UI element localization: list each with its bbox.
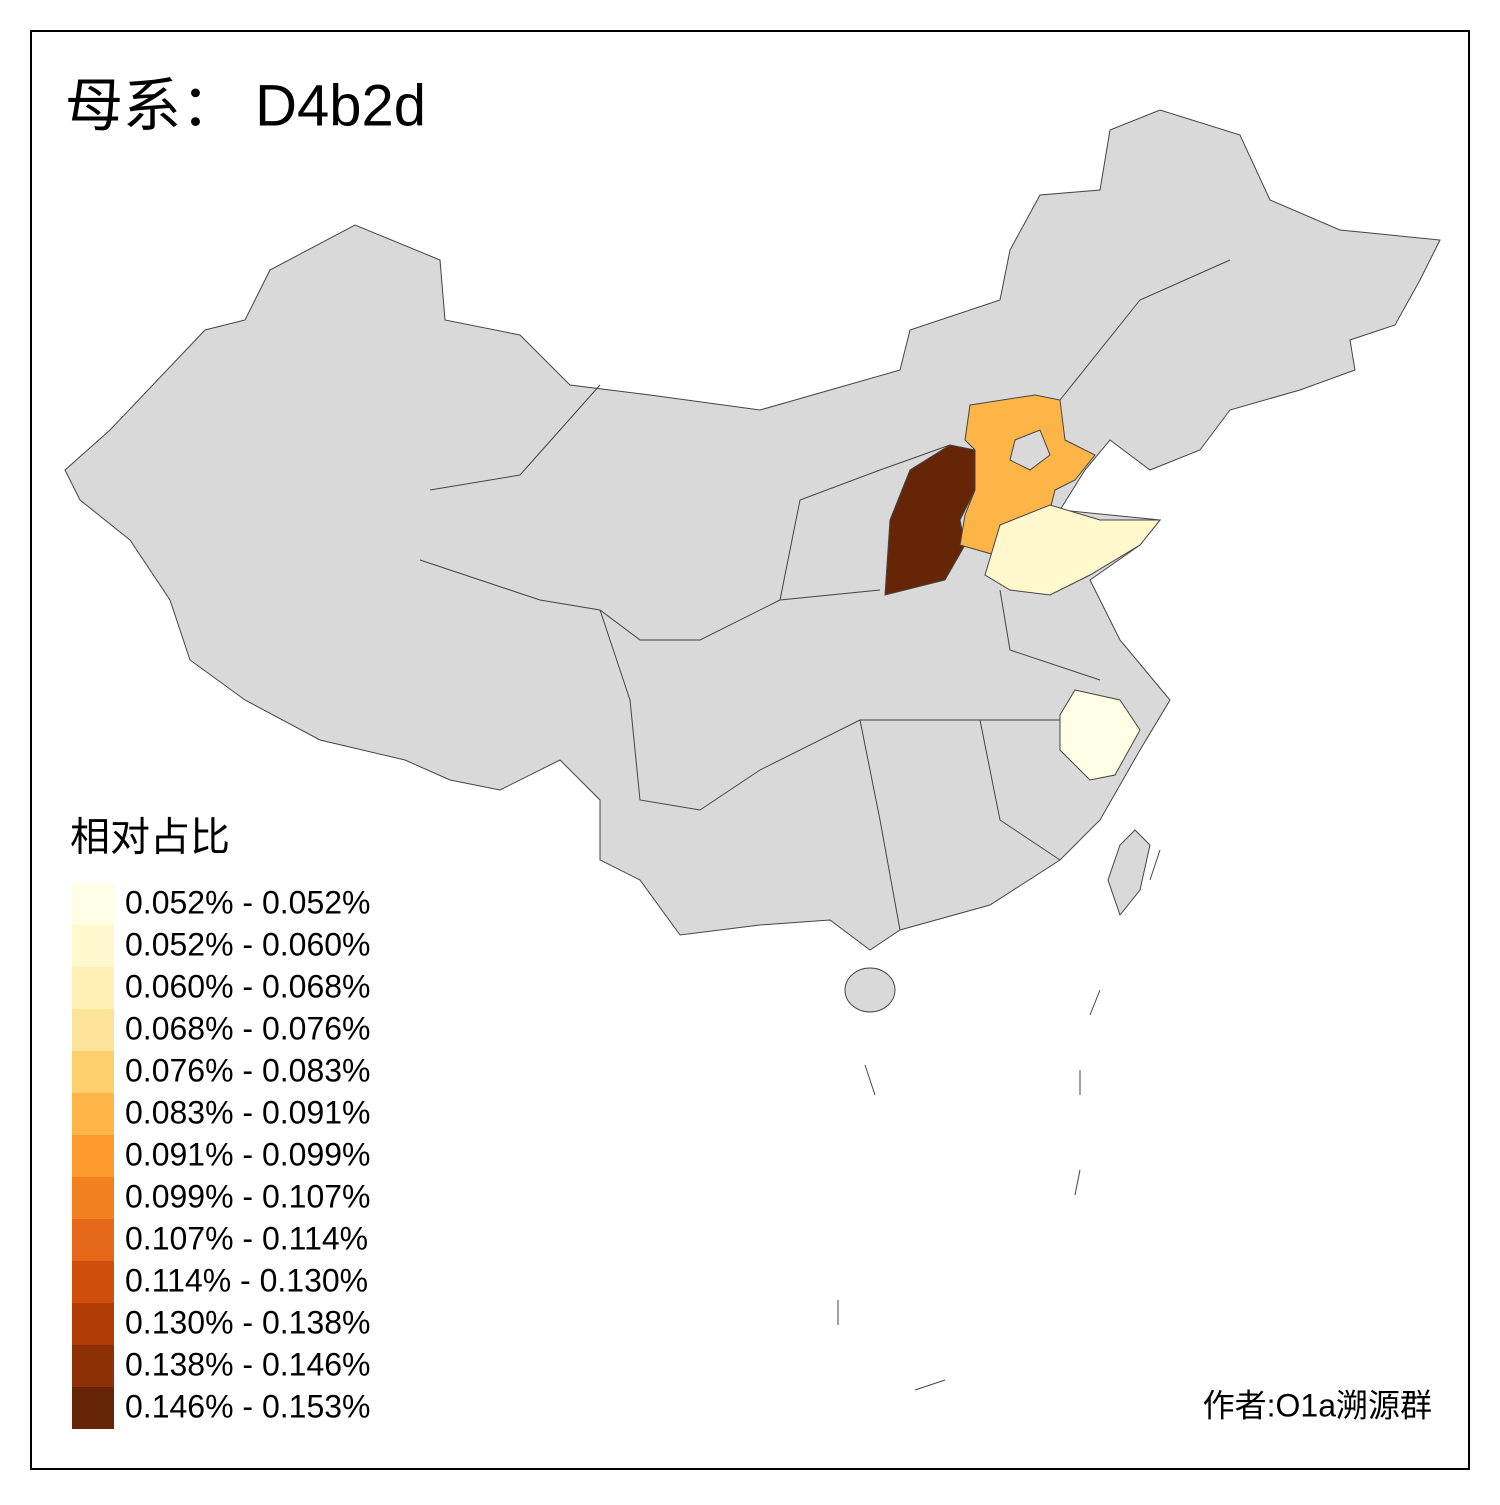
legend-label: 0.099% - 0.107% — [125, 1178, 371, 1214]
province-border — [1059, 259, 1231, 401]
legend-swatch — [72, 1387, 114, 1429]
legend-label: 0.052% - 0.060% — [125, 926, 371, 962]
island-hainan — [844, 967, 896, 1013]
legend: 0.052% - 0.052% 0.052% - 0.060% 0.060% - 0… — [72, 883, 371, 1429]
island-line — [1149, 849, 1161, 881]
region-zhejiang — [1059, 689, 1141, 781]
island-line — [914, 1379, 946, 1391]
legend-swatch — [72, 1093, 114, 1135]
legend-label: 0.091% - 0.099% — [125, 1136, 371, 1172]
province-border — [979, 719, 1061, 861]
legend-swatch — [72, 883, 114, 925]
region-shandong — [984, 504, 1162, 596]
island-line — [1089, 989, 1101, 1016]
legend-label: 0.060% - 0.068% — [125, 968, 371, 1004]
legend-swatch — [72, 925, 114, 967]
island-line — [1074, 1169, 1081, 1196]
legend-swatch — [72, 1009, 114, 1051]
legend-label: 0.107% - 0.114% — [125, 1220, 368, 1256]
legend-swatch — [72, 1177, 114, 1219]
legend-label: 0.052% - 0.052% — [125, 884, 371, 920]
legend-swatch — [72, 1303, 114, 1345]
legend-label: 0.076% - 0.083% — [125, 1052, 371, 1088]
legend-label: 0.138% - 0.146% — [125, 1346, 371, 1382]
legend-label: 0.146% - 0.153% — [125, 1388, 371, 1424]
legend-swatch — [72, 1261, 114, 1303]
credit: 作者:O1a溯源群 — [1203, 1387, 1432, 1423]
island-taiwan — [1107, 829, 1151, 917]
legend-label: 0.083% - 0.091% — [125, 1094, 371, 1130]
legend-label: 0.114% - 0.130% — [125, 1262, 368, 1298]
legend-swatch — [72, 1051, 114, 1093]
legend-swatch — [72, 1135, 114, 1177]
legend-swatch — [72, 1345, 114, 1387]
province-border — [429, 384, 601, 491]
province-border — [599, 609, 1060, 811]
legend-swatch — [72, 1219, 114, 1261]
legend-swatch — [72, 967, 114, 1009]
legend-label: 0.068% - 0.076% — [125, 1010, 371, 1046]
province-border — [859, 719, 901, 931]
map-title: 母系： D4b2d — [65, 73, 426, 138]
map — [64, 109, 1441, 1391]
province-border — [999, 589, 1101, 681]
legend-label: 0.130% - 0.138% — [125, 1304, 371, 1340]
legend-title: 相对占比 — [70, 816, 230, 860]
region-beijing — [1009, 429, 1051, 471]
province-border — [779, 444, 951, 601]
island-line — [864, 1064, 876, 1096]
